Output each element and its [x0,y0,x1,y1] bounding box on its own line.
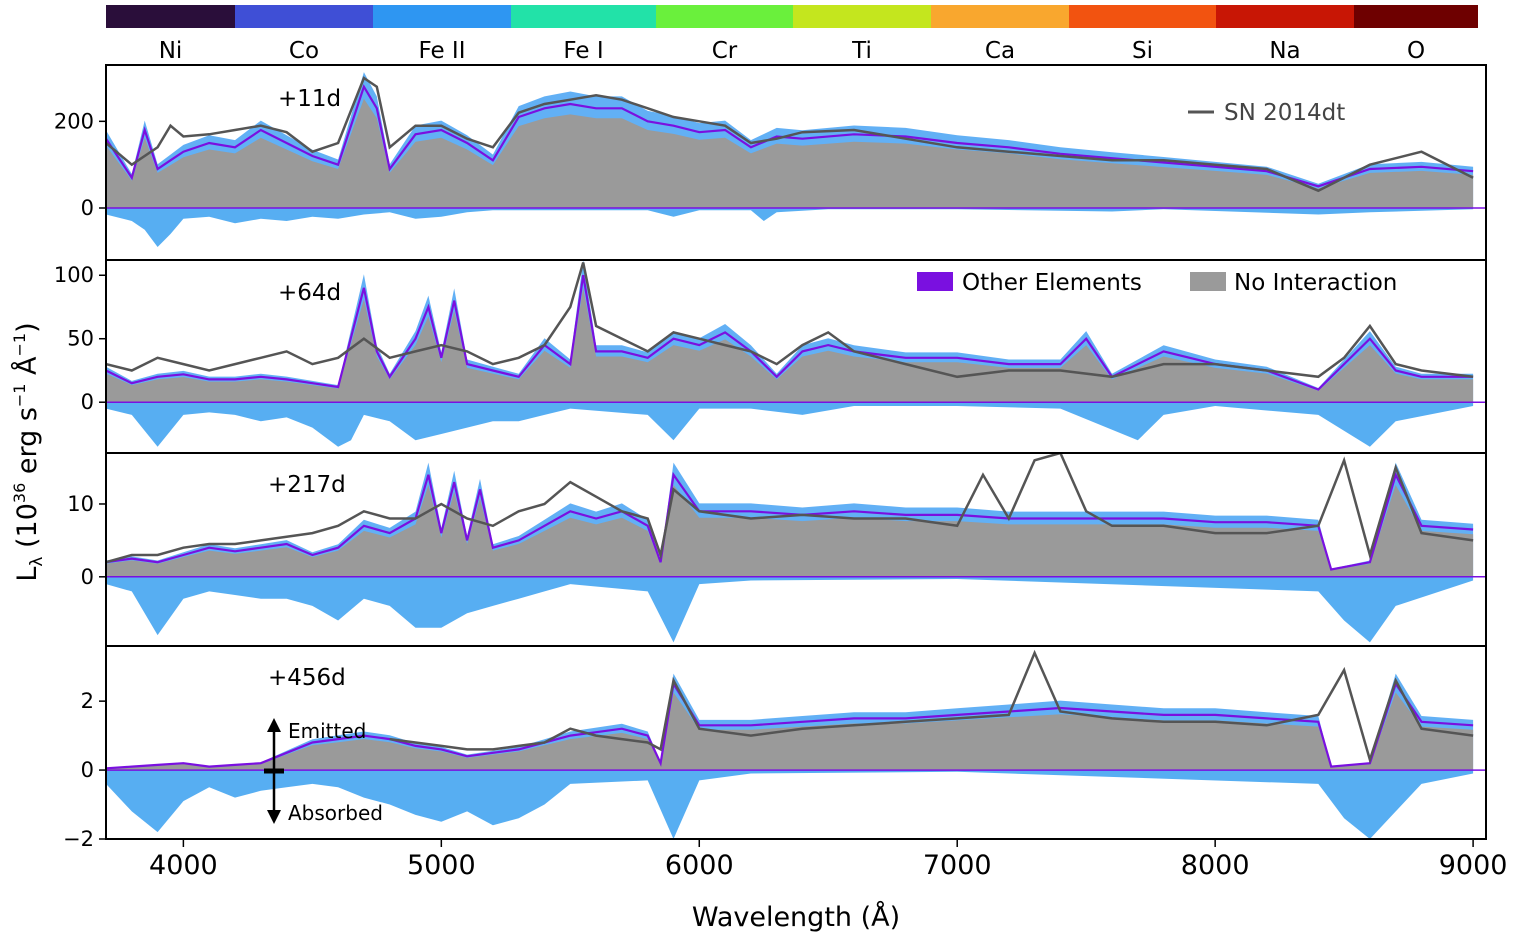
panel-0-other-elements-line [106,84,1474,188]
element-label-na: Na [1269,38,1300,64]
panel-3-frame [105,645,1487,840]
xtick-label: 7000 [923,850,992,881]
element-label-o: O [1407,38,1425,64]
xtick-label: 5000 [407,850,476,881]
y-axis-label: Lλ (1036 erg s−1 Å−1) [10,322,47,581]
panel-1-no-interaction-area [106,287,1474,403]
panel-1-other-elements-line [106,275,1474,391]
panel-2-no-interaction-area [106,485,1474,577]
legend-no-interaction-label: No Interaction [1234,270,1397,296]
panel-3-absorbed-area [106,770,1474,839]
emitted-label: Emitted [288,719,366,743]
element-label-co: Co [289,38,319,64]
panel-label-456d: +456d [268,665,346,691]
legend-no-interaction: No Interaction [1190,270,1397,296]
panel-3-plot [106,649,1486,839]
xtick-label: 9000 [1439,850,1508,881]
element-label-ca: Ca [985,38,1015,64]
xtick-label: 8000 [1181,850,1250,881]
element-label-ni: Ni [159,38,183,64]
element-label-cr: Cr [712,38,738,64]
element-label-fe-ii: Fe II [419,38,466,64]
colorbar-segment-o [1354,5,1478,28]
panel-1-absorbed-area [106,402,1474,447]
panel-2-other-elements-line [106,471,1474,571]
colorbar-segment-na [1216,5,1354,28]
legend-other-label: Other Elements [962,270,1142,296]
panel-3-sn2014dt-line [389,649,1474,764]
legend-sn2014dt: SN 2014dt [1188,100,1345,126]
colorbar-segment-co [235,5,373,28]
panel-1-ytick-label: 0 [81,390,94,414]
panel-0-ytick-label: 200 [54,109,94,133]
legend-sn2014dt-label: SN 2014dt [1224,100,1345,126]
panel-2-sn2014dt-line [106,453,1474,564]
element-label-fe-i: Fe I [563,38,603,64]
panel-2-absorbed-area [106,576,1474,643]
element-labels: Ni Co Fe II Fe I Cr Ti Ca Si Na O [159,38,1425,64]
panel-0-absorbed-area [106,208,1474,247]
panel-label-64d: +64d [278,280,341,306]
panel-0-ytick-label: 0 [81,196,94,220]
legend-no-interaction-swatch [1190,272,1226,291]
x-axis-label: Wavelength (Å) [692,901,900,933]
colorbar-segment-fe-ii [373,5,511,28]
panel-2-plot [106,453,1486,643]
panel-3-ytick-label: 0 [81,758,94,782]
legend-other-elements: Other Elements [917,270,1142,296]
spectrum-panels: 0 200 0 50 100 0 10 −2 0 2 [54,64,1487,851]
emitted-absorbed-arrow [264,718,284,824]
element-label-si: Si [1132,38,1153,64]
panel-1-sn2014dt-line [106,262,1474,379]
xtick-label: 4000 [149,850,218,881]
panel-2-ytick-label: 0 [81,565,94,589]
panel-3-ytick-label: −2 [63,827,94,851]
colorbar-segment-fe-i [511,5,656,28]
panel-1-ytick-label: 100 [54,263,94,287]
element-colorbar [106,5,1478,28]
colorbar-segment-ca [931,5,1069,28]
colorbar-segment-si [1069,5,1216,28]
legend-other-swatch [917,272,953,291]
panel-0-no-interaction-area [106,98,1474,208]
panel-2-ytick-label: 10 [67,492,94,516]
colorbar-segment-ni [106,5,235,28]
colorbar-segment-cr [656,5,793,28]
panel-label-217d: +217d [268,472,346,498]
x-axis-ticks: 4000 5000 6000 7000 8000 9000 [149,839,1507,881]
panel-1-plot [106,260,1486,447]
panel-1-ytick-label: 50 [67,327,94,351]
element-label-ti: Ti [851,38,872,64]
xtick-label: 6000 [665,850,734,881]
colorbar-segment-ti [793,5,931,28]
panel-0-sn2014dt-line [106,76,1474,193]
panel-label-11d: +11d [278,86,341,112]
panel-3-ytick-label: 2 [81,689,94,713]
panel-3-other-elements-line [106,680,1474,770]
absorbed-label: Absorbed [288,801,383,825]
panel-0-plot [106,72,1486,247]
